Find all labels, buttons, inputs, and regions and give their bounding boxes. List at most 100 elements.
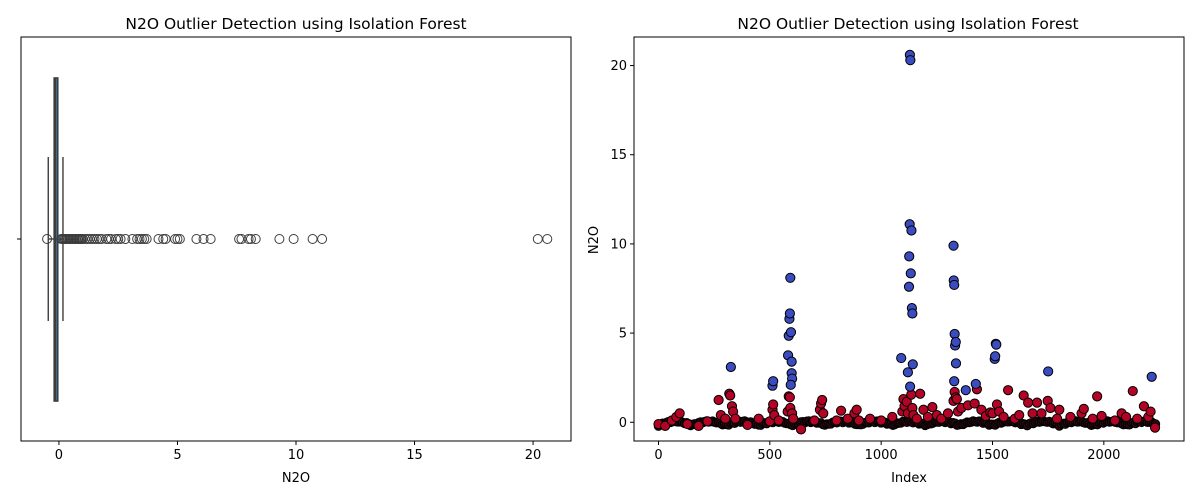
- outlier-point: [307, 234, 318, 244]
- outlier-point: [317, 234, 328, 244]
- outlier-point: [786, 356, 797, 367]
- outlier-point: [136, 234, 147, 244]
- inlier-point: [853, 415, 864, 426]
- inlier-point: [1092, 391, 1103, 402]
- outlier-point: [905, 268, 916, 279]
- outlier-point: [191, 234, 202, 244]
- inlier-point: [1138, 401, 1150, 412]
- outlier-point: [205, 234, 216, 244]
- inlier-point: [911, 413, 922, 424]
- y-tick-label: 10: [610, 237, 627, 252]
- inlier-point: [753, 413, 764, 424]
- inlier-point: [1045, 402, 1056, 414]
- outlier-point: [153, 234, 164, 244]
- inlier-point: [1065, 411, 1076, 423]
- x-tick-label: 500: [757, 448, 782, 463]
- scatter-points: [653, 49, 1161, 435]
- inlier-point: [1087, 413, 1098, 424]
- outlier-point: [949, 376, 960, 387]
- inlier-point: [951, 393, 962, 405]
- inlier-point: [674, 408, 685, 419]
- outlier-point: [904, 251, 915, 262]
- x-tick-label: 1500: [976, 448, 1009, 463]
- scatter-chart: N2O Outlier Detection using Isolation Fo…: [587, 15, 1185, 486]
- x-tick-label: 5: [173, 448, 181, 463]
- x-tick-label: 2000: [1087, 448, 1120, 463]
- outlier-point: [907, 308, 918, 319]
- y-tick-label: 20: [610, 59, 627, 74]
- outlier-point: [768, 376, 779, 387]
- right-chart-title: N2O Outlier Detection using Isolation Fo…: [737, 15, 1078, 33]
- inlier-point: [1036, 408, 1047, 419]
- inlier-point: [1127, 385, 1138, 397]
- inlier-point: [768, 399, 779, 410]
- inlier-point: [1078, 403, 1089, 414]
- outlier-point: [990, 351, 1001, 362]
- y-tick-label: 0: [619, 416, 627, 431]
- inlier-point: [788, 413, 799, 424]
- inlier-point: [773, 415, 784, 426]
- boxplot-chart: N2O Outlier Detection using Isolation Fo…: [17, 15, 572, 486]
- outlier-point: [896, 352, 907, 364]
- outlier-point: [903, 281, 915, 292]
- inlier-point: [660, 420, 671, 431]
- x-tick-label: 20: [525, 448, 542, 463]
- inlier-point: [730, 413, 741, 424]
- right-y-axis-label: N2O: [587, 226, 602, 254]
- outlier-point: [905, 55, 916, 66]
- outlier-markers: [42, 234, 553, 244]
- outlier-point: [948, 240, 959, 251]
- outlier-point: [158, 234, 169, 244]
- outlier-point: [141, 234, 152, 244]
- inlier-point: [725, 390, 736, 401]
- outlier-point: [725, 361, 736, 373]
- inlier-point: [784, 392, 795, 403]
- outlier-point: [243, 234, 254, 244]
- x-tick-label: 15: [406, 448, 423, 463]
- outlier-point: [949, 279, 960, 291]
- outlier-point: [785, 327, 797, 338]
- outlier-point: [245, 234, 256, 244]
- right-x-axis: 0 500 1000 1500 2000: [654, 441, 1120, 463]
- inlier-point: [864, 413, 876, 424]
- outlier-point: [113, 234, 124, 244]
- right-y-axis: 0 5 10 15 20: [610, 59, 634, 431]
- outlier-point: [274, 234, 285, 244]
- x-tick-label: 1000: [865, 448, 898, 463]
- inlier-point: [1002, 385, 1014, 396]
- outlier-point: [532, 234, 543, 244]
- outlier-point: [970, 378, 981, 390]
- y-tick-label: 5: [619, 327, 627, 342]
- outlier-point: [172, 234, 183, 244]
- outlier-point: [236, 234, 247, 244]
- outlier-point: [542, 234, 553, 244]
- outlier-point: [174, 234, 185, 244]
- outlier-point: [288, 234, 299, 244]
- inlier-point: [693, 420, 704, 431]
- outlier-point: [905, 381, 916, 392]
- outlier-point: [902, 367, 913, 378]
- box-group: [47, 77, 64, 402]
- outlier-point: [950, 336, 961, 348]
- inlier-point: [851, 404, 862, 415]
- outlier-point: [960, 385, 971, 396]
- outlier-point: [170, 234, 181, 244]
- outlier-point: [991, 339, 1002, 350]
- left-x-axis-label: N2O: [282, 471, 310, 486]
- inlier-point: [1121, 411, 1132, 423]
- x-tick-label: 0: [55, 448, 63, 463]
- inlier-point: [998, 411, 1009, 423]
- inlier-point: [682, 418, 693, 430]
- outlier-point: [115, 234, 126, 244]
- inlier-point: [1023, 397, 1034, 408]
- inlier-point: [1018, 390, 1029, 401]
- outlier-point: [1146, 371, 1157, 382]
- outlier-point: [103, 234, 114, 244]
- inlier-point: [936, 413, 947, 424]
- inlier-point: [831, 415, 842, 426]
- outlier-point: [784, 308, 795, 319]
- inlier-point: [742, 419, 753, 431]
- inlier-point: [1109, 415, 1121, 426]
- inlier-point: [1096, 410, 1107, 422]
